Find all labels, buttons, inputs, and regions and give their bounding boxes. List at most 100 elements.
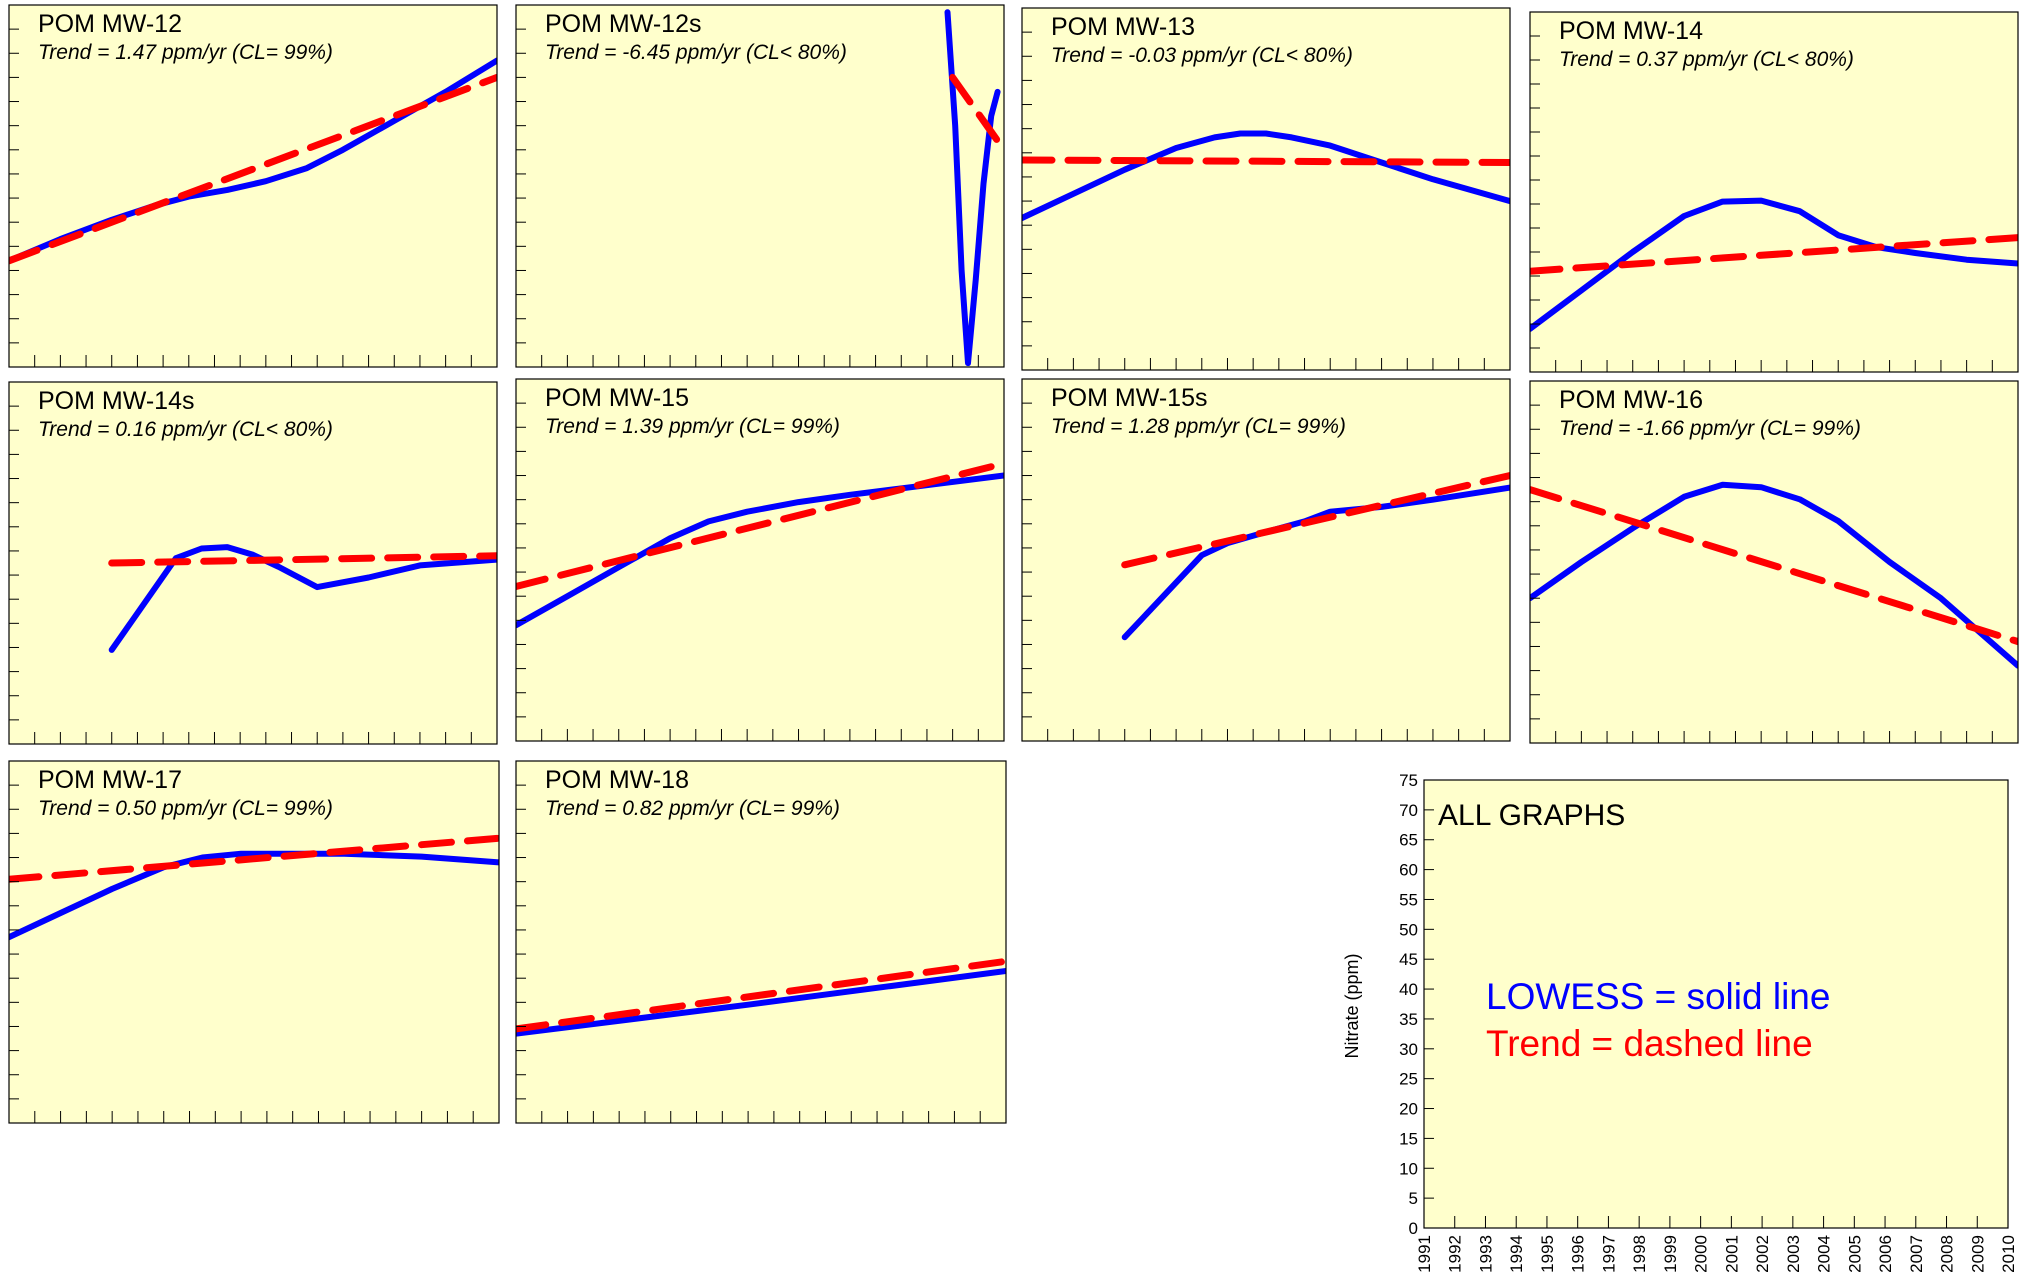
key-x-tick-label: 1996 bbox=[1569, 1235, 1588, 1273]
panel-pom-mw-16: POM MW-16 Trend = -1.66 ppm/yr (CL= 99%) bbox=[1529, 380, 2019, 744]
panel-frame bbox=[1021, 7, 1511, 371]
key-y-tick-label: 0 bbox=[1409, 1219, 1418, 1238]
key-y-tick-label: 75 bbox=[1399, 771, 1418, 790]
panel-trend-label: Trend = 1.39 ppm/yr (CL= 99%) bbox=[545, 415, 840, 438]
key-x-tick-label: 1993 bbox=[1476, 1235, 1495, 1273]
panel-pom-mw-12: POM MW-12 Trend = 1.47 ppm/yr (CL= 99%) bbox=[8, 4, 498, 368]
key-x-tick-label: 2002 bbox=[1753, 1235, 1772, 1273]
legend-lowess-entry: LOWESS = solid line bbox=[1486, 976, 1830, 1017]
lowess-line bbox=[516, 968, 1006, 1037]
panel-frame bbox=[8, 760, 500, 1124]
panel-background bbox=[516, 379, 1004, 741]
key-x-tick-label: 1999 bbox=[1661, 1235, 1680, 1273]
panel-trend-label: Trend = 0.37 ppm/yr (CL< 80%) bbox=[1559, 48, 1854, 71]
panel-frame bbox=[1021, 378, 1511, 742]
panel-title: POM MW-13 bbox=[1051, 13, 1195, 41]
panel-frame bbox=[515, 4, 1005, 368]
key-x-tick-label: 2008 bbox=[1938, 1235, 1957, 1273]
key-y-tick-label: 30 bbox=[1399, 1040, 1418, 1059]
trend-line bbox=[1022, 156, 1510, 166]
panel-trend-label: Trend = 0.16 ppm/yr (CL< 80%) bbox=[38, 418, 333, 441]
trend-line bbox=[516, 460, 1004, 590]
key-y-tick-label: 65 bbox=[1399, 831, 1418, 850]
trend-line bbox=[108, 552, 497, 567]
key-y-tick-label: 40 bbox=[1399, 980, 1418, 999]
panel-title: POM MW-18 bbox=[545, 766, 689, 794]
panel-title: POM MW-12 bbox=[38, 10, 182, 38]
lowess-line bbox=[9, 850, 499, 941]
trend-line bbox=[9, 834, 499, 883]
key-y-tick-label: 5 bbox=[1409, 1189, 1418, 1208]
key-x-tick-label: 2005 bbox=[1845, 1235, 1864, 1273]
key-x-tick-label: 2000 bbox=[1692, 1235, 1711, 1273]
panel-background bbox=[1022, 8, 1510, 370]
panel-frame bbox=[8, 4, 498, 368]
key-x-tick-label: 1998 bbox=[1630, 1235, 1649, 1273]
panel-trend-label: Trend = 1.28 ppm/yr (CL= 99%) bbox=[1051, 415, 1346, 438]
key-title: ALL GRAPHS bbox=[1438, 799, 1625, 832]
panel-title: POM MW-15 bbox=[545, 384, 689, 412]
panel-frame bbox=[515, 760, 1007, 1124]
key-x-tick-label: 2010 bbox=[1999, 1235, 2018, 1273]
panel-frame bbox=[1529, 380, 2019, 744]
key-x-tick-label: 2004 bbox=[1815, 1235, 1834, 1273]
key-y-tick-label: 45 bbox=[1399, 950, 1418, 969]
panel-pom-mw-13: POM MW-13 Trend = -0.03 ppm/yr (CL< 80%) bbox=[1021, 7, 1511, 371]
panel-background bbox=[1530, 12, 2018, 372]
panel-background bbox=[516, 5, 1004, 367]
trend-line bbox=[516, 957, 1006, 1033]
key-x-tick-label: 2006 bbox=[1876, 1235, 1895, 1273]
key-y-tick-label: 60 bbox=[1399, 861, 1418, 880]
panel-pom-mw-14s: POM MW-14s Trend = 0.16 ppm/yr (CL< 80%) bbox=[8, 381, 498, 745]
key-x-tick-label: 2003 bbox=[1784, 1235, 1803, 1273]
panel-trend-label: Trend = 0.50 ppm/yr (CL= 99%) bbox=[38, 797, 333, 820]
trend-line bbox=[1530, 486, 2018, 646]
panel-trend-label: Trend = -1.66 ppm/yr (CL= 99%) bbox=[1559, 417, 1861, 440]
trend-line bbox=[1530, 234, 2018, 275]
panel-title: POM MW-14s bbox=[38, 387, 195, 415]
key-x-tick-label: 2007 bbox=[1907, 1235, 1926, 1273]
panel-title: POM MW-15s bbox=[1051, 384, 1208, 412]
key-x-tick-label: 1994 bbox=[1507, 1235, 1526, 1273]
panel-pom-mw-15s: POM MW-15s Trend = 1.28 ppm/yr (CL= 99%) bbox=[1021, 378, 1511, 742]
panel-pom-mw-14: POM MW-14 Trend = 0.37 ppm/yr (CL< 80%) bbox=[1529, 11, 2019, 373]
panel-background bbox=[9, 761, 499, 1123]
panel-trend-label: Trend = -6.45 ppm/yr (CL< 80%) bbox=[545, 41, 847, 64]
panel-title: POM MW-16 bbox=[1559, 386, 1703, 414]
trend-line bbox=[1121, 472, 1510, 569]
panel-trend-label: Trend = 0.82 ppm/yr (CL= 99%) bbox=[545, 797, 840, 820]
panel-trend-label: Trend = -0.03 ppm/yr (CL< 80%) bbox=[1051, 44, 1353, 67]
trend-line bbox=[9, 73, 497, 265]
key-x-tick-label: 2001 bbox=[1722, 1235, 1741, 1273]
key-x-tick-label: 2009 bbox=[1968, 1235, 1987, 1273]
panel-background bbox=[516, 761, 1006, 1123]
key-y-tick-label: 50 bbox=[1399, 920, 1418, 939]
key-x-tick-label: 1992 bbox=[1446, 1235, 1465, 1273]
panel-title: POM MW-17 bbox=[38, 766, 182, 794]
key-panel: 0 5 10 15 20 25 30 35 40 45 50 55 60 65 70 75 1991 1992 19… bbox=[1342, 771, 2018, 1273]
key-y-tick-label: 15 bbox=[1399, 1129, 1418, 1148]
panel-frame bbox=[515, 378, 1005, 742]
key-y-axis-label: Nitrate (ppm) bbox=[1342, 953, 1362, 1058]
lowess-line bbox=[1530, 481, 2018, 669]
panel-frame bbox=[1529, 11, 2019, 373]
key-panel-frame bbox=[1423, 779, 2009, 1229]
panel-background bbox=[1022, 379, 1510, 741]
key-y-tick-label: 20 bbox=[1399, 1100, 1418, 1119]
key-y-tick-label: 10 bbox=[1399, 1159, 1418, 1178]
panel-pom-mw-12s: POM MW-12s Trend = -6.45 ppm/yr (CL< 80%) bbox=[515, 4, 1005, 368]
panel-frame bbox=[8, 381, 498, 745]
panel-title: POM MW-12s bbox=[545, 10, 702, 38]
key-x-tick-label: 1995 bbox=[1538, 1235, 1557, 1273]
trend-line bbox=[949, 73, 1004, 154]
lowess-line bbox=[1530, 197, 2018, 332]
legend-trend-entry: Trend = dashed line bbox=[1486, 1023, 1813, 1064]
panel-pom-mw-15: POM MW-15 Trend = 1.39 ppm/yr (CL= 99%) bbox=[515, 378, 1005, 742]
key-y-tick-label: 25 bbox=[1399, 1070, 1418, 1089]
panel-title: POM MW-14 bbox=[1559, 17, 1703, 45]
key-x-tick-label: 1991 bbox=[1415, 1235, 1434, 1273]
key-y-tick-label: 35 bbox=[1399, 1010, 1418, 1029]
key-y-tick-label: 70 bbox=[1399, 801, 1418, 820]
panel-pom-mw-18: POM MW-18 Trend = 0.82 ppm/yr (CL= 99%) bbox=[515, 760, 1007, 1124]
